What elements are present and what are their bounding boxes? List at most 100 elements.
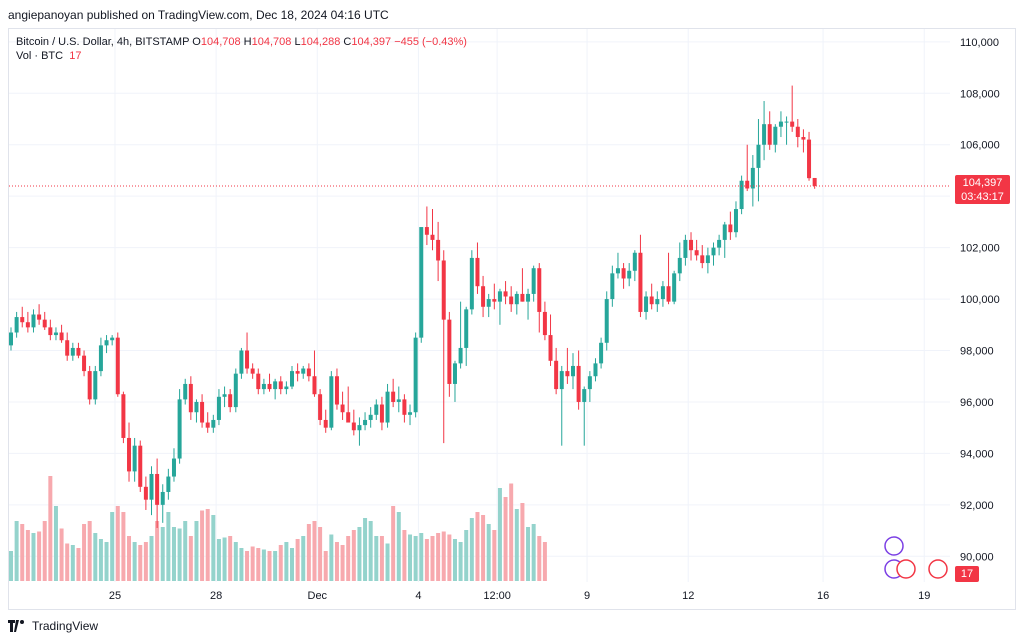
candle-body <box>689 239 694 251</box>
candle-body <box>82 355 87 372</box>
candle-body <box>452 363 457 384</box>
volume-bar <box>65 543 70 581</box>
volume-bar <box>228 536 233 581</box>
volume-bar <box>486 524 491 581</box>
candle-body <box>610 273 615 300</box>
candle-body <box>396 399 401 402</box>
candle-body <box>464 309 469 348</box>
candle-body <box>537 268 542 312</box>
candle-body <box>250 368 255 374</box>
candle-body <box>284 386 289 390</box>
volume-bar <box>520 503 525 581</box>
volume-bar <box>295 539 300 581</box>
volume-bar <box>183 521 188 581</box>
candle-body <box>379 404 384 423</box>
volume-bar <box>200 510 205 581</box>
volume-bar <box>492 530 497 581</box>
volume-bar <box>441 531 446 581</box>
candle-body <box>37 314 42 320</box>
volume-bar <box>391 506 396 581</box>
current-price-tag: 104,397 03:43:17 <box>955 175 1010 204</box>
volume-bar <box>537 536 542 581</box>
candle-body <box>469 257 474 310</box>
volume-bar <box>374 536 379 581</box>
volume-bar <box>413 536 418 581</box>
candle-body <box>576 365 581 402</box>
candle-body <box>98 345 103 372</box>
candle-body <box>132 445 137 472</box>
candle-body <box>745 180 750 189</box>
candle-body <box>25 322 30 328</box>
candle-body <box>705 255 710 264</box>
volume-bar <box>273 551 278 581</box>
candle-body <box>14 317 19 333</box>
candle-body <box>323 419 328 428</box>
y-tick-label: 94,000 <box>960 448 994 460</box>
candle-body <box>228 394 233 408</box>
candle-body <box>267 383 272 390</box>
candle-body <box>194 401 199 413</box>
candle-body <box>436 239 441 261</box>
candle-body <box>239 350 244 374</box>
candle-body <box>801 137 806 140</box>
candle-body <box>447 319 452 384</box>
candle-body <box>211 419 216 428</box>
candle-body <box>143 486 148 500</box>
volume-bar <box>98 539 103 581</box>
candle-body <box>812 177 817 186</box>
candle-body <box>183 383 188 400</box>
candle-body <box>649 296 654 305</box>
candle-body <box>42 319 47 328</box>
us-flag-icon <box>896 559 916 579</box>
volume-bar <box>481 515 486 581</box>
candle-body <box>475 257 480 287</box>
candle-body <box>621 268 626 279</box>
volume-bar <box>31 533 36 581</box>
x-tick-label: 4 <box>415 590 421 602</box>
volume-bar <box>127 536 132 581</box>
candle-body <box>346 412 351 423</box>
volume-bar <box>334 542 339 581</box>
candle-body <box>166 476 171 492</box>
volume-bar <box>475 512 480 581</box>
brand-name: TradingView <box>32 619 99 633</box>
candle-body <box>334 376 339 405</box>
candle-body <box>171 458 176 477</box>
candle-body <box>357 425 362 431</box>
candle-body <box>554 360 559 390</box>
x-tick-label: 16 <box>817 590 829 602</box>
ohlc-open: O104,708 <box>192 36 241 48</box>
candle-body <box>767 124 772 145</box>
candle-body <box>587 376 592 390</box>
candle-body <box>655 299 660 305</box>
y-tick-label: 96,000 <box>960 397 994 409</box>
candle-body <box>87 371 92 400</box>
candle-body <box>413 337 418 413</box>
footer-brand[interactable]: TradingView <box>8 616 98 636</box>
chart-legend: Bitcoin / U.S. Dollar, 4h, BITSTAMP O104… <box>16 34 467 50</box>
candle-body <box>9 332 13 346</box>
candle-body <box>711 247 716 256</box>
candle-body <box>593 363 598 377</box>
volume-bar <box>363 518 368 581</box>
candle-body <box>750 167 755 189</box>
volume-bar <box>245 551 250 581</box>
ohlc-high: H104,708 <box>243 36 292 48</box>
candle-body <box>458 347 463 364</box>
candle-body <box>273 381 278 390</box>
candle-body <box>391 391 396 402</box>
candle-body <box>790 121 795 127</box>
candle-body <box>559 371 564 390</box>
candle-body <box>666 286 671 302</box>
candle-body <box>660 286 665 300</box>
candle-body <box>301 368 306 374</box>
volume-bar <box>9 551 13 581</box>
candle-body <box>318 394 323 420</box>
candle-body <box>627 270 632 279</box>
volume-bar <box>447 534 452 581</box>
candle-body <box>290 371 294 387</box>
candle-body <box>739 180 744 210</box>
volume-bar <box>452 539 457 581</box>
y-tick-label: 92,000 <box>960 500 994 512</box>
